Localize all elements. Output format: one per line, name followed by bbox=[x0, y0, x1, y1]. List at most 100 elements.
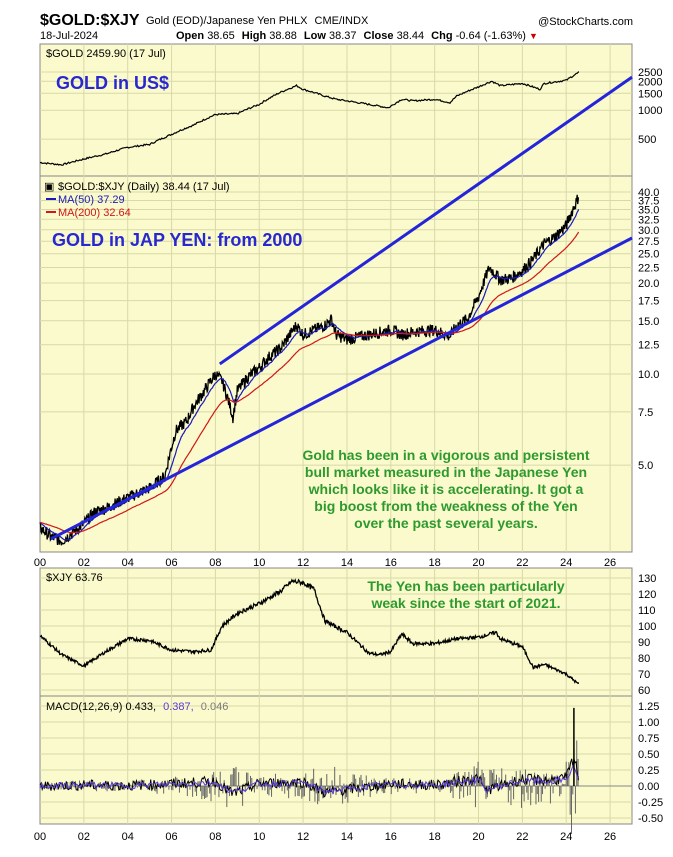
macd-tick-label: -0.50 bbox=[638, 813, 663, 825]
close-value: 38.44 bbox=[396, 30, 425, 42]
legend-symbol-icon: ▣ bbox=[44, 181, 54, 193]
tick-layer: 250020001500100050040.037.535.032.530.02… bbox=[34, 67, 663, 843]
description-text: Gold (EOD)/Japanese Yen PHLX bbox=[146, 15, 308, 27]
chart-symbol: $GOLD:$XJY bbox=[40, 12, 140, 29]
gold-jpy-x-tick: 00 bbox=[34, 557, 46, 569]
macd-tick-label: 1.25 bbox=[638, 701, 659, 713]
macd-tick-label: 1.00 bbox=[638, 717, 659, 729]
gold-jpy-x-tick: 12 bbox=[297, 557, 309, 569]
brand-text: @StockCharts.com bbox=[538, 16, 633, 28]
low-label: Low bbox=[303, 30, 326, 42]
gold-usd-tick-label: 1500 bbox=[638, 88, 662, 100]
ohlc-row: Open 38.65 High 38.88 Low 38.37 Close 38… bbox=[176, 30, 538, 42]
ma200-legend: MA(200) 32.64 bbox=[58, 207, 131, 219]
xjy-tick-label: 130 bbox=[638, 573, 656, 585]
macd-x-tick: 24 bbox=[560, 831, 572, 843]
xjy-tick-label: 90 bbox=[638, 637, 650, 649]
chg-value: -0.64 (-1.63%) bbox=[455, 30, 526, 42]
gold-jpy-x-tick: 26 bbox=[604, 557, 616, 569]
channel-upper-line bbox=[218, 75, 633, 366]
gold-jpy-tick-label: 25.0 bbox=[638, 249, 659, 261]
macd-x-tick: 18 bbox=[429, 831, 441, 843]
series-layer bbox=[39, 70, 579, 835]
gold-jpy-x-tick: 04 bbox=[122, 557, 134, 569]
gold-jpy-tick-label: 15.0 bbox=[638, 316, 659, 328]
xjy-tick-label: 100 bbox=[638, 621, 656, 633]
gold-usd-line bbox=[39, 70, 579, 166]
chart-date: 18-Jul-2024 bbox=[40, 30, 99, 42]
xjy-tick-label: 80 bbox=[638, 653, 650, 665]
gold-jpy-x-tick: 06 bbox=[165, 557, 177, 569]
macd-legend-main: MACD(12,26,9) 0.433, bbox=[46, 701, 156, 713]
xjy-tick-label: 110 bbox=[638, 605, 656, 617]
annotation-line-4: big boost from the weakness of the Yen bbox=[314, 498, 577, 514]
xjy-tick-label: 120 bbox=[638, 589, 656, 601]
gold-jpy-tick-label: 5.0 bbox=[638, 460, 653, 472]
xjy-tick-label: 60 bbox=[638, 685, 650, 697]
macd-x-tick: 26 bbox=[604, 831, 616, 843]
gold-jpy-tick-label: 10.0 bbox=[638, 369, 659, 381]
gold-usd-tick-label: 1000 bbox=[638, 105, 662, 117]
gold-jpy-tick-label: 40.0 bbox=[638, 187, 659, 199]
gold-jpy-annotation: Gold has been in a vigorous and persiste… bbox=[302, 447, 589, 531]
macd-tick-label: 0.25 bbox=[638, 765, 659, 777]
exchange-text: CME/INDX bbox=[314, 15, 369, 27]
xjy-annotation-line-2: weak since the start of 2021. bbox=[370, 595, 560, 611]
annotation-line-5: over the past several years. bbox=[354, 515, 538, 531]
xjy-line bbox=[39, 578, 579, 685]
xjy-annotation-line-1: The Yen has been particularly bbox=[367, 578, 565, 594]
chart-description: Gold (EOD)/Japanese Yen PHLX CME/INDX bbox=[146, 15, 368, 27]
ma50-legend: MA(50) 37.29 bbox=[58, 194, 125, 206]
macd-x-tick: 02 bbox=[78, 831, 90, 843]
macd-x-tick: 22 bbox=[516, 831, 528, 843]
macd-tick-label: 0.00 bbox=[638, 781, 659, 793]
gold-jpy-tick-label: 30.0 bbox=[638, 225, 659, 237]
gold-jpy-x-tick: 24 bbox=[560, 557, 572, 569]
annotation-line-2: bull market measured in the Japanese Yen bbox=[305, 464, 587, 480]
channel-lower-line bbox=[50, 236, 633, 541]
gold-jpy-x-tick: 10 bbox=[253, 557, 265, 569]
xjy-tick-label: 70 bbox=[638, 669, 650, 681]
gold-jpy-tick-label: 27.5 bbox=[638, 236, 659, 248]
gold-jpy-x-tick: 02 bbox=[78, 557, 90, 569]
annotation-line-1: Gold has been in a vigorous and persiste… bbox=[302, 447, 589, 463]
macd-signal-value: 0.387, bbox=[163, 701, 194, 713]
gold-usd-tick-label: 500 bbox=[638, 134, 656, 146]
macd-tick-label: -0.25 bbox=[638, 797, 663, 809]
macd-x-tick: 14 bbox=[341, 831, 353, 843]
high-label: High bbox=[241, 30, 267, 42]
annotation-line-3: which looks like it is accelerating. It … bbox=[308, 481, 584, 497]
open-label: Open bbox=[176, 30, 205, 42]
gold-jpy-tick-label: 32.5 bbox=[638, 214, 659, 226]
gold-jpy-tick-label: 35.0 bbox=[638, 205, 659, 217]
low-value: 38.37 bbox=[328, 30, 357, 42]
gold-jpy-x-tick: 18 bbox=[429, 557, 441, 569]
close-label: Close bbox=[363, 30, 394, 42]
gold-jpy-headline: GOLD in JAP YEN: from 2000 bbox=[52, 230, 302, 250]
channel-layer bbox=[50, 75, 633, 541]
macd-x-tick: 12 bbox=[297, 831, 309, 843]
pane-xjy-bg bbox=[39, 567, 633, 697]
gold-usd-legend: $GOLD 2459.90 (17 Jul) bbox=[46, 48, 166, 60]
high-value: 38.88 bbox=[269, 30, 297, 42]
open-value: 38.65 bbox=[207, 30, 235, 42]
macd-legend: MACD(12,26,9) 0.433, 0.387, 0.046 bbox=[46, 701, 228, 713]
macd-hist-value: 0.046 bbox=[201, 701, 229, 713]
down-arrow-icon: ▼ bbox=[529, 31, 538, 41]
gold-jpy-legend: $GOLD:$XJY (Daily) 38.44 (17 Jul) bbox=[58, 181, 230, 193]
macd-x-tick: 00 bbox=[34, 831, 46, 843]
gold-jpy-x-tick: 22 bbox=[516, 557, 528, 569]
macd-x-tick: 08 bbox=[209, 831, 221, 843]
macd-tick-label: 0.50 bbox=[638, 749, 659, 761]
macd-x-tick: 04 bbox=[122, 831, 134, 843]
gold-usd-headline: GOLD in US$ bbox=[56, 73, 169, 93]
gold-jpy-x-tick: 14 bbox=[341, 557, 353, 569]
gold-jpy-ma200-line bbox=[39, 231, 579, 534]
gold-jpy-tick-label: 7.5 bbox=[638, 407, 653, 419]
gold-jpy-tick-label: 12.5 bbox=[638, 340, 659, 352]
gold-jpy-tick-label: 22.5 bbox=[638, 263, 659, 275]
gold-jpy-tick-label: 37.5 bbox=[638, 195, 659, 207]
gold-jpy-x-tick: 20 bbox=[472, 557, 484, 569]
macd-x-tick: 06 bbox=[165, 831, 177, 843]
